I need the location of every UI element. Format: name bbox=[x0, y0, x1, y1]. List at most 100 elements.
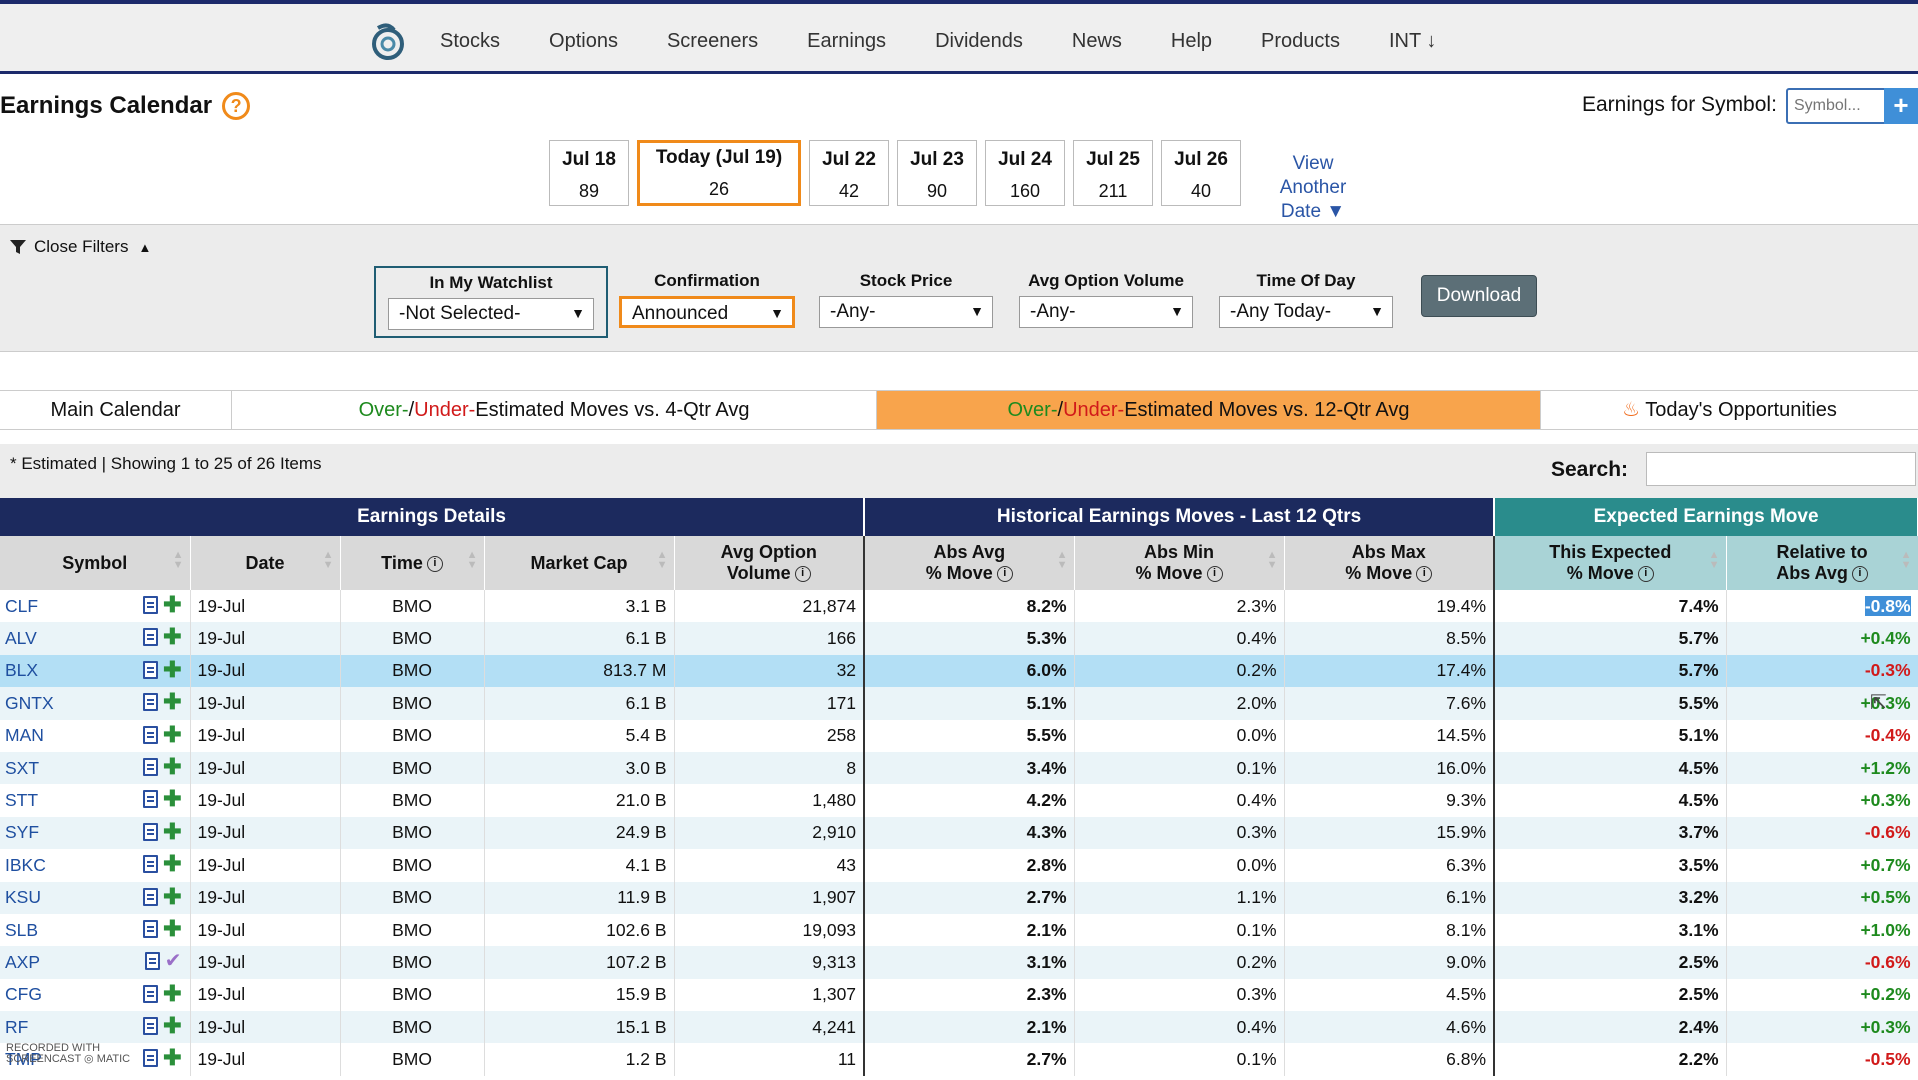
info-icon[interactable]: i bbox=[794, 566, 811, 583]
date-tab-today[interactable]: Today (Jul 19) 26 bbox=[637, 140, 801, 206]
col-avg-option-volume[interactable]: Avg Option Volume i bbox=[674, 536, 865, 590]
check-icon[interactable]: ✔ bbox=[164, 950, 182, 973]
symbol-link-text[interactable]: SXT bbox=[5, 757, 40, 778]
symbol-link[interactable]: SLB ✚ bbox=[0, 913, 191, 947]
nav-item-screeners[interactable]: Screeners bbox=[666, 29, 759, 52]
symbol-link-text[interactable]: CLF bbox=[5, 595, 39, 616]
add-to-watchlist-icon[interactable]: ✚ bbox=[163, 883, 182, 909]
nav-item-dividends[interactable]: Dividends bbox=[935, 29, 1023, 52]
date-tab[interactable]: Jul 22 42 bbox=[809, 140, 889, 206]
symbol-link-text[interactable]: KSU bbox=[5, 887, 41, 908]
help-icon[interactable]: ? bbox=[222, 92, 251, 120]
table-row[interactable]: GNTX ✚ 19-Jul BMO 6.1 B 171 5.1% 2.0% 7.6% 5.5% +0… bbox=[0, 687, 1918, 720]
symbol-link-text[interactable]: MAN bbox=[5, 725, 44, 746]
add-to-watchlist-icon[interactable]: ✚ bbox=[163, 753, 182, 779]
col-abs-max-move[interactable]: Abs Max% Move i bbox=[1284, 536, 1495, 590]
date-tab[interactable]: Jul 18 89 bbox=[549, 140, 629, 206]
table-row[interactable]: BLX ✚ 19-Jul BMO 813.7 M 32 6.0% 0.2% 17.4% 5.7% -… bbox=[0, 654, 1918, 688]
table-row[interactable]: IBKC ✚ 19-Jul BMO 4.1 B 43 2.8% 0.0% 6.3% 3.5% +0.… bbox=[0, 849, 1918, 882]
add-to-watchlist-icon[interactable]: ✚ bbox=[163, 818, 182, 844]
symbol-link-text[interactable]: SLB bbox=[5, 919, 39, 940]
document-icon[interactable] bbox=[143, 790, 159, 809]
table-row[interactable]: AXP ✔ 19-Jul BMO 107.2 B 9,313 3.1% 0.2% 9.0% 2.5… bbox=[0, 946, 1918, 979]
add-to-watchlist-icon[interactable]: ✚ bbox=[163, 1013, 182, 1039]
confirmation-select[interactable]: Announced ▼ bbox=[619, 296, 795, 328]
document-icon[interactable] bbox=[143, 660, 159, 679]
table-row[interactable]: SXT ✚ 19-Jul BMO 3.0 B 8 3.4% 0.1% 16.0% 4.5% +1.2… bbox=[0, 751, 1918, 785]
time-of-day-select[interactable]: -Any Today- ▼ bbox=[1219, 296, 1393, 328]
add-to-watchlist-icon[interactable]: ✚ bbox=[163, 689, 182, 715]
symbol-link[interactable]: GNTX ✚ bbox=[0, 687, 191, 720]
info-icon[interactable]: i bbox=[1416, 566, 1433, 583]
symbol-link[interactable]: KSU ✚ bbox=[0, 881, 191, 914]
document-icon[interactable] bbox=[143, 855, 159, 874]
document-icon[interactable] bbox=[143, 628, 159, 647]
symbol-link-text[interactable]: SYF bbox=[5, 822, 40, 843]
add-to-watchlist-icon[interactable]: ✚ bbox=[163, 721, 182, 747]
table-row[interactable]: SYF ✚ 19-Jul BMO 24.9 B 2,910 4.3% 0.3% 15.9% 3.7… bbox=[0, 816, 1918, 850]
symbol-link[interactable]: CLF ✚ bbox=[0, 590, 191, 623]
tab-main-calendar[interactable]: Main Calendar bbox=[0, 391, 232, 429]
document-icon[interactable] bbox=[143, 1017, 159, 1036]
symbol-add-button[interactable]: + bbox=[1884, 88, 1918, 124]
document-icon[interactable] bbox=[143, 887, 159, 906]
document-icon[interactable] bbox=[143, 757, 159, 776]
add-to-watchlist-icon[interactable]: ✚ bbox=[163, 786, 182, 812]
view-another-date-link[interactable]: View Another Date ▼ bbox=[1258, 152, 1368, 224]
add-to-watchlist-icon[interactable]: ✚ bbox=[163, 1045, 182, 1071]
symbol-link[interactable]: STT ✚ bbox=[0, 784, 191, 817]
avg-option-volume-select[interactable]: -Any- ▼ bbox=[1019, 296, 1193, 328]
symbol-link[interactable]: MAN ✚ bbox=[0, 719, 191, 752]
info-icon[interactable]: i bbox=[1637, 566, 1654, 583]
table-row[interactable]: CLF ✚ 19-Jul BMO 3.1 B 21,874 8.2% 2.3% 19.4% 7.4… bbox=[0, 590, 1918, 623]
col-symbol[interactable]: Symbol ▲ ▼ bbox=[0, 536, 191, 590]
symbol-link[interactable]: SYF ✚ bbox=[0, 816, 191, 850]
symbol-link-text[interactable]: AXP bbox=[5, 951, 41, 972]
col-expected-move[interactable]: This Expected% Move i ▲ ▼ bbox=[1493, 536, 1727, 590]
symbol-link[interactable]: RF ✚ bbox=[0, 1011, 191, 1044]
tab-vs-12qtr-avg[interactable]: Over-/Under-Estimated Moves vs. 12-Qtr A… bbox=[877, 391, 1541, 429]
symbol-link[interactable]: ALV ✚ bbox=[0, 622, 191, 655]
col-market-cap[interactable]: Market Cap ▲ ▼ bbox=[484, 536, 675, 590]
col-abs-min-move[interactable]: Abs Min% Move i ▲ ▼ bbox=[1074, 536, 1285, 590]
table-row[interactable]: ALV ✚ 19-Jul BMO 6.1 B 166 5.3% 0.4% 8.5% 5.7% +0.… bbox=[0, 622, 1918, 655]
info-icon[interactable]: i bbox=[996, 566, 1013, 583]
symbol-link[interactable]: TMP ✚ bbox=[0, 1043, 191, 1076]
nav-item-options[interactable]: Options bbox=[549, 29, 618, 52]
table-row[interactable]: KSU ✚ 19-Jul BMO 11.9 B 1,907 2.7% 1.1% 6.1% 3.2%… bbox=[0, 881, 1918, 914]
add-to-watchlist-icon[interactable]: ✚ bbox=[163, 851, 182, 877]
tab-todays-opportunities[interactable]: ♨ Today's Opportunities bbox=[1541, 391, 1918, 429]
symbol-link-text[interactable]: IBKC bbox=[5, 854, 46, 875]
symbol-link[interactable]: CFG ✚ bbox=[0, 978, 191, 1012]
close-filters-toggle[interactable]: Close Filters ▲ bbox=[10, 237, 151, 257]
symbol-link[interactable]: IBKC ✚ bbox=[0, 849, 191, 882]
nav-item-products[interactable]: Products bbox=[1261, 29, 1340, 52]
table-search-input[interactable] bbox=[1646, 452, 1916, 486]
date-tab[interactable]: Jul 23 90 bbox=[897, 140, 977, 206]
date-tab[interactable]: Jul 26 40 bbox=[1161, 140, 1241, 206]
info-icon[interactable]: i bbox=[1206, 566, 1223, 583]
symbol-link-text[interactable]: STT bbox=[5, 790, 39, 811]
document-icon[interactable] bbox=[144, 952, 160, 971]
nav-item-help[interactable]: Help bbox=[1170, 29, 1213, 52]
symbol-link[interactable]: BLX ✚ bbox=[0, 654, 191, 688]
tab-vs-4qtr-avg[interactable]: Over-/Under-Estimated Moves vs. 4-Qtr Av… bbox=[232, 391, 877, 429]
date-tab[interactable]: Jul 24 160 bbox=[985, 140, 1065, 206]
lizard-logo-icon[interactable] bbox=[368, 22, 408, 62]
document-icon[interactable] bbox=[143, 822, 159, 841]
symbol-link-text[interactable]: CFG bbox=[5, 984, 42, 1005]
nav-item-news[interactable]: News bbox=[1071, 29, 1122, 52]
symbol-link-text[interactable]: BLX bbox=[5, 660, 39, 681]
col-date[interactable]: Date ▲ ▼ bbox=[190, 536, 341, 590]
symbol-link-text[interactable]: ALV bbox=[5, 628, 37, 649]
symbol-link-text[interactable]: GNTX bbox=[5, 692, 54, 713]
document-icon[interactable] bbox=[143, 984, 159, 1003]
table-row[interactable]: CFG ✚ 19-Jul BMO 15.9 B 1,307 2.3% 0.3% 4.5% 2.5%… bbox=[0, 978, 1918, 1012]
add-to-watchlist-icon[interactable]: ✚ bbox=[163, 656, 182, 682]
info-icon[interactable]: i bbox=[1851, 566, 1868, 583]
symbol-search-input[interactable] bbox=[1786, 88, 1886, 124]
nav-item-earnings[interactable]: Earnings bbox=[807, 29, 887, 52]
document-icon[interactable] bbox=[143, 1049, 159, 1068]
table-row[interactable]: STT ✚ 19-Jul BMO 21.0 B 1,480 4.2% 0.4% 9.3% 4.5%… bbox=[0, 784, 1918, 817]
symbol-link[interactable]: SXT ✚ bbox=[0, 751, 191, 785]
